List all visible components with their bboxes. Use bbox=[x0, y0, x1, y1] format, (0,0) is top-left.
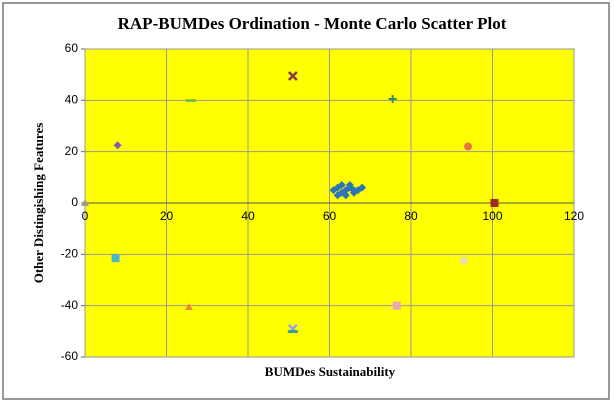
y-tick-label: 0 bbox=[71, 195, 78, 209]
point bbox=[287, 330, 298, 333]
x-tick-label: 0 bbox=[82, 209, 89, 223]
y-tick-label: -20 bbox=[61, 247, 79, 261]
point bbox=[185, 99, 196, 102]
chart-title: RAP-BUMDes Ordination - Monte Carlo Scat… bbox=[118, 14, 507, 33]
point bbox=[81, 199, 89, 206]
point bbox=[184, 302, 193, 310]
point bbox=[341, 191, 350, 200]
point bbox=[345, 181, 354, 190]
point bbox=[464, 142, 473, 151]
point bbox=[111, 254, 120, 263]
point bbox=[358, 183, 367, 192]
y-axis-title: Other Distingishing Features bbox=[31, 123, 46, 284]
point bbox=[490, 199, 499, 207]
y-tick-label: 60 bbox=[65, 41, 79, 55]
x-tick-label: 40 bbox=[241, 209, 255, 223]
point bbox=[337, 181, 346, 190]
x-tick-label: 60 bbox=[323, 209, 337, 223]
point bbox=[113, 141, 122, 150]
point bbox=[392, 301, 401, 310]
point bbox=[287, 71, 298, 81]
point bbox=[388, 95, 397, 104]
x-tick-label: 80 bbox=[404, 209, 418, 223]
point bbox=[459, 256, 468, 265]
y-tick-label: -40 bbox=[61, 298, 79, 312]
x-axis-title: BUMDes Sustainability bbox=[265, 364, 396, 379]
x-tick-label: 100 bbox=[482, 209, 502, 223]
y-tick-label: 20 bbox=[65, 144, 79, 158]
x-tick-label: 120 bbox=[564, 209, 584, 223]
x-tick-label: 20 bbox=[160, 209, 174, 223]
y-tick-label: -60 bbox=[61, 349, 79, 363]
y-tick-label: 40 bbox=[65, 93, 79, 107]
